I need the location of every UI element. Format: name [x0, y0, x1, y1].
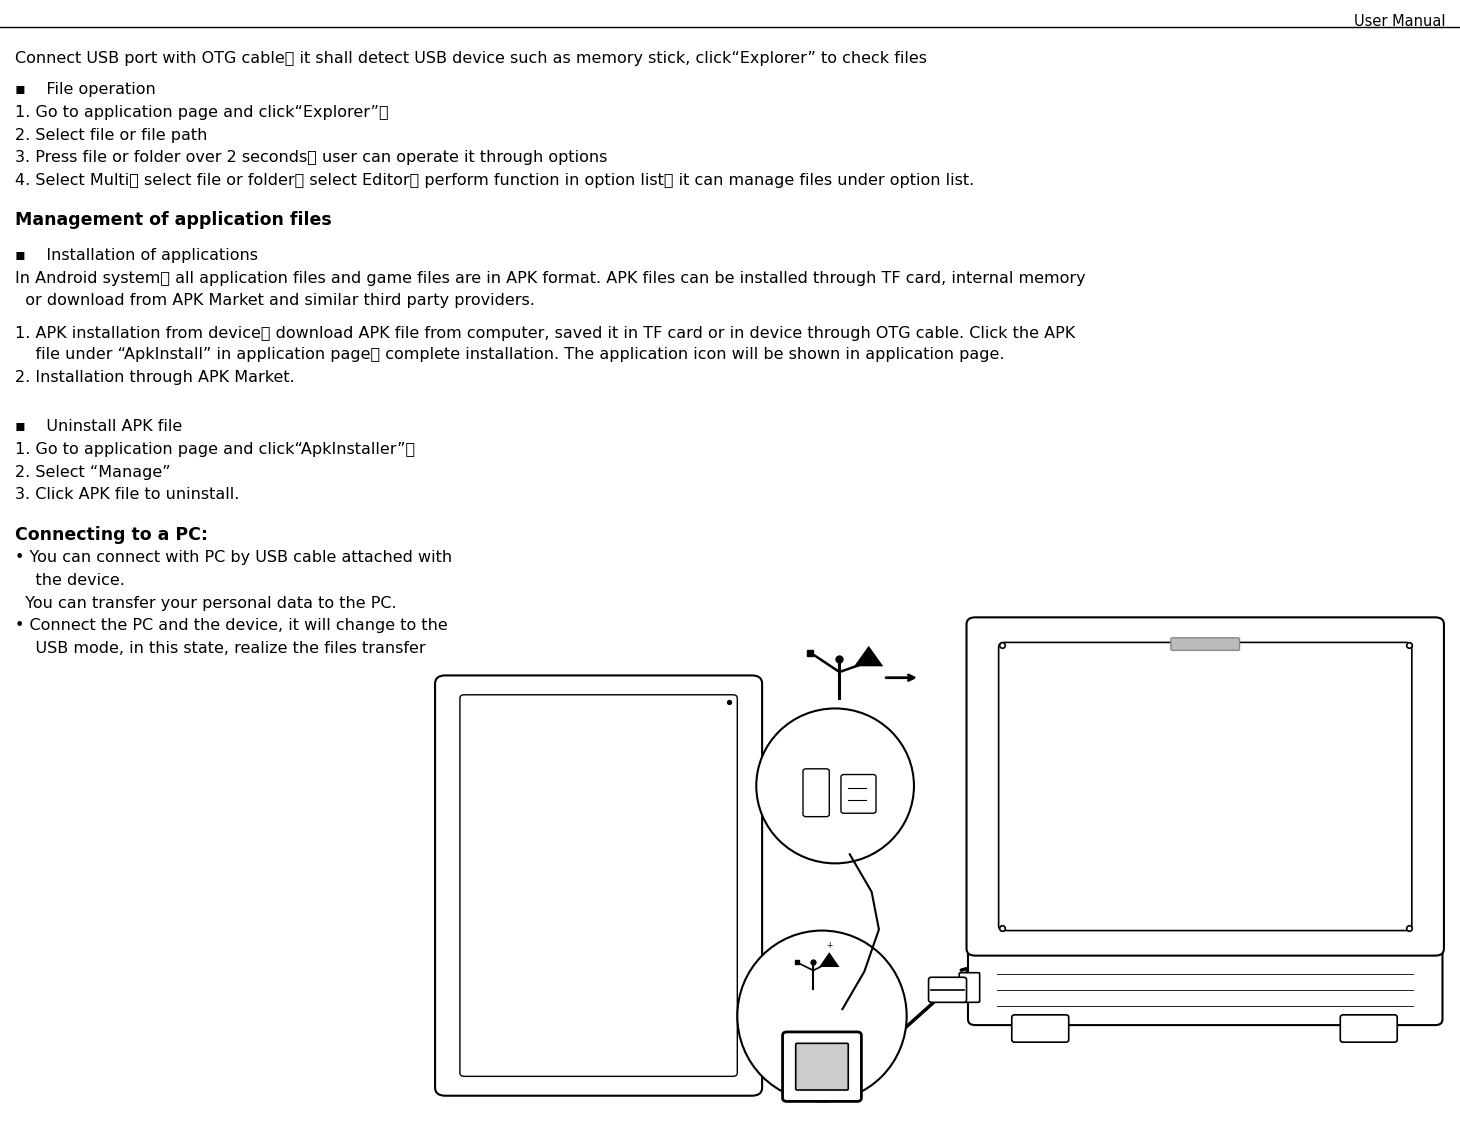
Text: +: + — [826, 941, 832, 950]
FancyBboxPatch shape — [967, 617, 1444, 956]
FancyBboxPatch shape — [959, 973, 980, 1002]
Text: 2. Installation through APK Market.: 2. Installation through APK Market. — [15, 370, 295, 385]
FancyBboxPatch shape — [1171, 638, 1240, 650]
FancyBboxPatch shape — [783, 1032, 861, 1101]
Text: ▪    Installation of applications: ▪ Installation of applications — [15, 248, 257, 263]
FancyBboxPatch shape — [803, 769, 829, 817]
Ellipse shape — [737, 931, 907, 1101]
Text: 2. Select file or file path: 2. Select file or file path — [15, 128, 207, 142]
Text: 1. APK installation from device： download APK file from computer, saved it in TF: 1. APK installation from device： downloa… — [15, 326, 1075, 341]
Text: You can transfer your personal data to the PC.: You can transfer your personal data to t… — [15, 596, 396, 611]
FancyBboxPatch shape — [435, 675, 762, 1096]
Polygon shape — [854, 646, 883, 666]
Text: 1. Go to application page and click“Explorer”。: 1. Go to application page and click“Expl… — [15, 105, 388, 120]
Text: • You can connect with PC by USB cable attached with: • You can connect with PC by USB cable a… — [15, 550, 451, 565]
Text: User Manual: User Manual — [1353, 14, 1445, 28]
Polygon shape — [819, 952, 839, 967]
FancyBboxPatch shape — [968, 940, 1442, 1025]
Text: 2. Select “Manage”: 2. Select “Manage” — [15, 465, 171, 480]
Text: 3. Press file or folder over 2 seconds， user can operate it through options: 3. Press file or folder over 2 seconds， … — [15, 150, 607, 165]
FancyBboxPatch shape — [460, 695, 737, 1076]
Text: Connect USB port with OTG cable， it shall detect USB device such as memory stick: Connect USB port with OTG cable， it shal… — [15, 51, 927, 66]
FancyBboxPatch shape — [1340, 1015, 1397, 1042]
Text: or download from APK Market and similar third party providers.: or download from APK Market and similar … — [15, 293, 534, 308]
Text: In Android system， all application files and game files are in APK format. APK f: In Android system， all application files… — [15, 271, 1085, 286]
Text: Connecting to a PC:: Connecting to a PC: — [15, 526, 207, 544]
Text: the device.: the device. — [15, 573, 124, 588]
Text: Management of application files: Management of application files — [15, 211, 331, 229]
FancyBboxPatch shape — [1012, 1015, 1069, 1042]
Text: 3. Click APK file to uninstall.: 3. Click APK file to uninstall. — [15, 487, 239, 502]
Text: • Connect the PC and the device, it will change to the: • Connect the PC and the device, it will… — [15, 618, 447, 633]
Text: 1. Go to application page and click“ApkInstaller”。: 1. Go to application page and click“ApkI… — [15, 442, 415, 457]
FancyBboxPatch shape — [796, 1043, 848, 1090]
Text: file under “ApkInstall” in application page， complete installation. The applicat: file under “ApkInstall” in application p… — [15, 347, 1004, 362]
Ellipse shape — [756, 708, 914, 863]
FancyBboxPatch shape — [929, 977, 967, 1002]
FancyBboxPatch shape — [999, 642, 1412, 931]
FancyBboxPatch shape — [841, 775, 876, 813]
Text: USB mode, in this state, realize the files transfer: USB mode, in this state, realize the fil… — [15, 641, 425, 656]
Text: ▪    File operation: ▪ File operation — [15, 82, 155, 97]
Text: ▪    Uninstall APK file: ▪ Uninstall APK file — [15, 419, 182, 434]
Text: 4. Select Multi， select file or folder， select Editor， perform function in optio: 4. Select Multi， select file or folder， … — [15, 173, 974, 188]
